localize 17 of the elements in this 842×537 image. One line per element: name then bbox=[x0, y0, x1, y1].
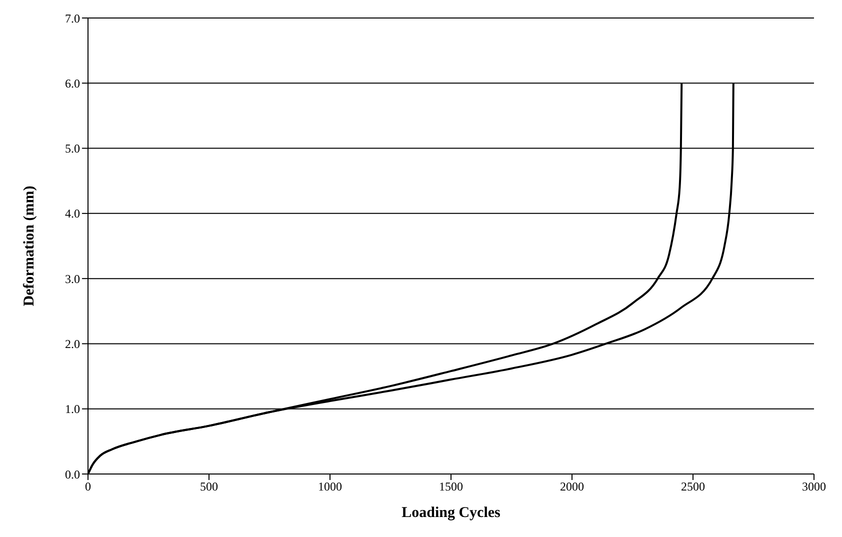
y-tick-label: 2.0 bbox=[65, 336, 80, 351]
x-tick-label: 2000 bbox=[560, 480, 584, 494]
y-tick-label: 5.0 bbox=[65, 142, 80, 156]
y-tick-label: 0.0 bbox=[65, 467, 80, 482]
y-tick-label: 7.0 bbox=[65, 11, 80, 26]
y-tick-label: 3.0 bbox=[65, 272, 80, 286]
y-axis-title: Deformation (mm) bbox=[21, 186, 38, 306]
y-tick-label: 6.0 bbox=[65, 76, 80, 90]
x-tick-label: 1000 bbox=[318, 480, 342, 494]
y-tick-label: 4.0 bbox=[65, 206, 80, 221]
x-tick-label: 3000 bbox=[802, 480, 826, 494]
x-tick-label: 2500 bbox=[681, 480, 705, 494]
x-tick-label: 1500 bbox=[439, 480, 463, 494]
y-tick-label: 1.0 bbox=[65, 402, 80, 416]
x-axis-title: Loading Cycles bbox=[402, 505, 501, 521]
x-tick-label: 0 bbox=[85, 480, 91, 494]
x-tick-label: 500 bbox=[200, 480, 218, 494]
